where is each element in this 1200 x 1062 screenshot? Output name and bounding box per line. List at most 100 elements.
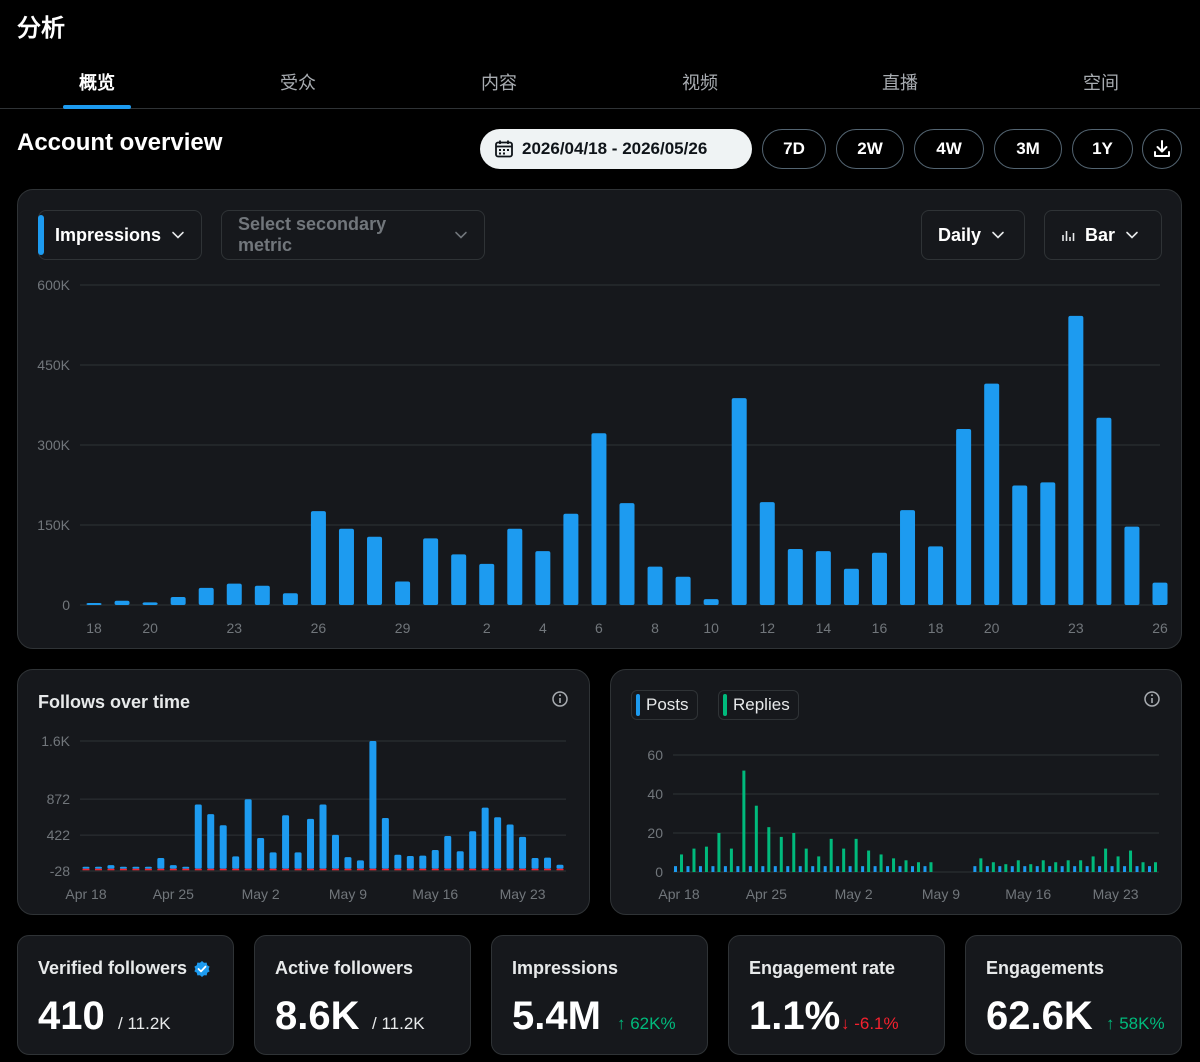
period-7d-button[interactable]: 7D bbox=[762, 129, 826, 169]
unfollows-bar bbox=[419, 868, 427, 871]
unfollows-bar bbox=[344, 868, 352, 871]
impressions-bar bbox=[843, 568, 859, 605]
posts-bar bbox=[873, 866, 877, 872]
follows-title: Follows over time bbox=[38, 692, 191, 712]
follows-bar bbox=[307, 818, 315, 869]
replies-bar bbox=[742, 770, 746, 872]
x-tick-label: Apr 25 bbox=[746, 886, 787, 902]
y-tick-label: 300K bbox=[37, 437, 70, 453]
tab-overview[interactable]: 概览 bbox=[63, 56, 131, 109]
follows-bar bbox=[157, 857, 165, 869]
impressions-bar bbox=[198, 587, 214, 605]
follows-bar bbox=[94, 866, 102, 869]
stat-value: 5.4M bbox=[512, 994, 601, 1038]
replies-bar bbox=[1091, 856, 1095, 872]
verified-badge-icon bbox=[194, 960, 210, 977]
replies-bar bbox=[1129, 850, 1133, 872]
unfollows-bar bbox=[381, 868, 389, 871]
download-button[interactable] bbox=[1142, 129, 1182, 169]
follows-bar bbox=[481, 807, 489, 869]
follows-bar bbox=[456, 851, 464, 869]
stat-value: 62.6K bbox=[986, 994, 1093, 1038]
impressions-bar bbox=[226, 583, 242, 605]
stat-value: 8.6K bbox=[275, 994, 360, 1038]
impressions-bar bbox=[310, 511, 326, 605]
granularity-label: Daily bbox=[938, 224, 982, 245]
impressions-bar bbox=[1040, 482, 1056, 605]
chevron-down-icon bbox=[172, 231, 184, 239]
posts-bar bbox=[686, 866, 690, 872]
unfollows-bar bbox=[269, 868, 277, 871]
impressions-chart-card: Impressions Select secondary metric Dail… bbox=[17, 189, 1182, 649]
unfollows-bar bbox=[144, 868, 152, 871]
impressions-bar bbox=[956, 429, 972, 605]
period-3m-button[interactable]: 3M bbox=[994, 129, 1062, 169]
follows-bar bbox=[82, 866, 90, 869]
follows-bar bbox=[494, 817, 502, 869]
x-tick-label: 20 bbox=[984, 620, 1000, 636]
stat-label: Impressions bbox=[512, 958, 619, 978]
posts-bar bbox=[973, 866, 977, 872]
follows-bar bbox=[232, 856, 240, 869]
unfollows-bar bbox=[556, 868, 564, 871]
unfollows-bar bbox=[494, 868, 502, 871]
chart-type-dropdown[interactable]: Bar bbox=[1044, 210, 1162, 260]
x-tick-label: 23 bbox=[226, 620, 242, 636]
follows-bar bbox=[219, 825, 227, 869]
follows-bar bbox=[519, 836, 527, 869]
posts-bar bbox=[711, 866, 715, 872]
x-tick-label: 20 bbox=[142, 620, 158, 636]
info-icon[interactable] bbox=[551, 690, 569, 708]
tab-content[interactable]: 内容 bbox=[481, 56, 517, 108]
primary-metric-dropdown[interactable]: Impressions bbox=[38, 210, 202, 260]
y-tick-label: 600K bbox=[37, 277, 70, 293]
legend-posts[interactable]: Posts bbox=[631, 690, 698, 720]
impressions-bar bbox=[703, 599, 719, 605]
unfollows-bar bbox=[82, 868, 90, 871]
tab-video[interactable]: 视频 bbox=[682, 56, 718, 108]
posts-bar bbox=[1123, 866, 1127, 872]
posts-bar bbox=[1085, 866, 1089, 872]
posts-bar bbox=[1060, 866, 1064, 872]
unfollows-bar bbox=[431, 868, 439, 871]
posts-bar bbox=[748, 866, 752, 872]
stat-delta: ↑ 62K% bbox=[617, 1014, 676, 1033]
follows-bar bbox=[169, 865, 177, 869]
period-2w-button[interactable]: 2W bbox=[836, 129, 904, 169]
period-4w-button[interactable]: 4W bbox=[914, 129, 984, 169]
tab-live[interactable]: 直播 bbox=[882, 56, 918, 108]
date-range-picker[interactable]: 2026/04/18 - 2026/05/26 bbox=[480, 129, 752, 169]
stat-active-followers: Active followers 8.6K / 11.2K bbox=[254, 935, 471, 1055]
granularity-dropdown[interactable]: Daily bbox=[921, 210, 1025, 260]
posts-bar bbox=[911, 866, 914, 872]
x-tick-label: 18 bbox=[928, 620, 944, 636]
tab-label: 直播 bbox=[882, 73, 918, 93]
legend-replies[interactable]: Replies bbox=[718, 690, 799, 720]
period-1y-button[interactable]: 1Y bbox=[1072, 129, 1133, 169]
info-icon[interactable] bbox=[1143, 690, 1161, 708]
replies-bar bbox=[817, 856, 821, 872]
x-tick-label: Apr 18 bbox=[658, 886, 699, 902]
unfollows-bar bbox=[481, 868, 489, 871]
page-title: 分析 bbox=[17, 15, 65, 42]
follows-card: Follows over time -28 422 872 1.6K Apr 18 Apr… bbox=[17, 669, 590, 915]
x-tick-label: 26 bbox=[311, 620, 327, 636]
secondary-metric-dropdown[interactable]: Select secondary metric bbox=[221, 210, 485, 260]
posts-bar bbox=[811, 866, 815, 872]
follows-bar bbox=[144, 866, 152, 869]
impressions-bar bbox=[619, 503, 635, 605]
unfollows-bar bbox=[506, 868, 514, 871]
posts-bar bbox=[798, 866, 802, 872]
follows-bar bbox=[107, 865, 115, 869]
x-tick-label: Apr 25 bbox=[153, 886, 194, 902]
follows-bar bbox=[244, 799, 252, 869]
impressions-bar bbox=[675, 576, 691, 605]
tab-audience[interactable]: 受众 bbox=[280, 56, 316, 108]
replies-bar bbox=[1116, 856, 1120, 872]
posts-bar bbox=[998, 866, 1002, 872]
impressions-bar bbox=[395, 581, 411, 605]
tab-spaces[interactable]: 空间 bbox=[1083, 56, 1119, 108]
stat-total: / 11.2K bbox=[118, 1014, 171, 1033]
x-tick-label: May 16 bbox=[412, 886, 458, 902]
follows-bar bbox=[531, 857, 539, 869]
